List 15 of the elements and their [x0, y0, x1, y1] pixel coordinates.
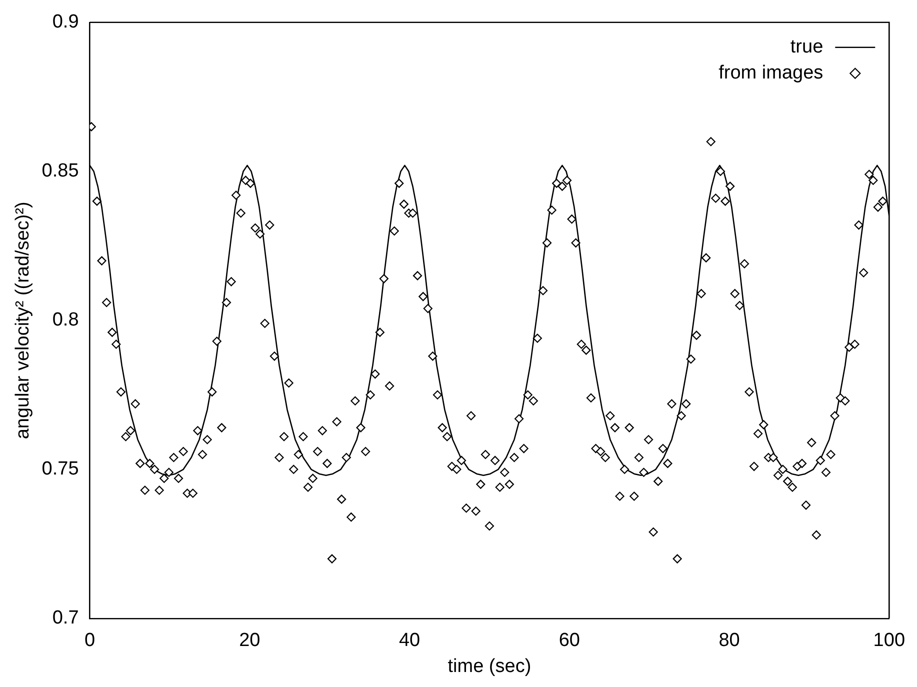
- y-tick-label: 0.85: [42, 160, 79, 182]
- legend-label: true: [790, 36, 824, 58]
- x-tick-label: 100: [873, 630, 905, 652]
- y-axis-title: angular velocity² ((rad/sec)²): [12, 202, 34, 440]
- x-tick-label: 80: [718, 630, 740, 652]
- y-tick-label: 0.7: [52, 608, 79, 629]
- x-tick-label: 40: [398, 630, 420, 652]
- y-tick-label: 0.75: [42, 458, 79, 480]
- y-tick-label: 0.8: [52, 310, 79, 331]
- x-tick-label: 60: [558, 630, 580, 652]
- x-tick-label: 0: [84, 630, 96, 652]
- legend-label: from images: [718, 62, 824, 84]
- y-tick-label: 0.9: [52, 12, 79, 33]
- x-tick-label: 20: [239, 630, 260, 652]
- x-axis-title: time (sec): [448, 656, 532, 677]
